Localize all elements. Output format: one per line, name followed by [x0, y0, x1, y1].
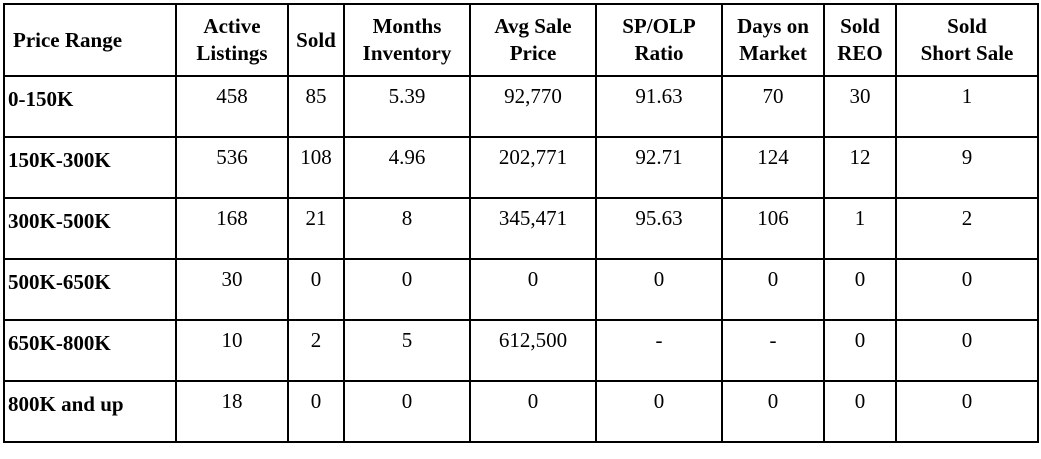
sold-cell: 21: [287, 197, 345, 260]
sp-olp-ratio-cell: 92.71: [595, 136, 723, 199]
sold-short-sale-cell: 0: [895, 380, 1039, 443]
header-months-inventory: Months Inventory: [343, 3, 471, 77]
days-on-market-cell: -: [721, 319, 825, 382]
table-row: 300K-500K 168 21 8 345,471 95.63 106 1 2: [3, 197, 1039, 260]
sold-short-sale-cell: 0: [895, 258, 1039, 321]
avg-sale-price-cell: 202,771: [469, 136, 597, 199]
months-inventory-cell: 5.39: [343, 75, 471, 138]
months-inventory-cell: 8: [343, 197, 471, 260]
header-price-range: Price Range: [3, 3, 177, 77]
active-listings-cell: 10: [175, 319, 289, 382]
sp-olp-ratio-cell: 0: [595, 258, 723, 321]
active-listings-cell: 168: [175, 197, 289, 260]
price-range-cell: 300K-500K: [3, 197, 177, 260]
sold-short-sale-cell: 0: [895, 319, 1039, 382]
sold-reo-cell: 0: [823, 380, 897, 443]
table-row: 150K-300K 536 108 4.96 202,771 92.71 124…: [3, 136, 1039, 199]
avg-sale-price-cell: 0: [469, 258, 597, 321]
market-statistics-table: Price Range Active Listings Sold Months In…: [3, 3, 1039, 443]
header-sold-reo: Sold REO: [823, 3, 897, 77]
sp-olp-ratio-cell: -: [595, 319, 723, 382]
sold-short-sale-cell: 9: [895, 136, 1039, 199]
sold-reo-cell: 30: [823, 75, 897, 138]
months-inventory-cell: 0: [343, 258, 471, 321]
sp-olp-ratio-cell: 91.63: [595, 75, 723, 138]
avg-sale-price-cell: 0: [469, 380, 597, 443]
header-row: Price Range Active Listings Sold Months In…: [3, 3, 1039, 77]
sold-cell: 0: [287, 380, 345, 443]
table-row: 0-150K 458 85 5.39 92,770 91.63 70 30 1: [3, 75, 1039, 138]
sold-short-sale-cell: 2: [895, 197, 1039, 260]
price-range-cell: 800K and up: [3, 380, 177, 443]
sold-reo-cell: 1: [823, 197, 897, 260]
days-on-market-cell: 0: [721, 380, 825, 443]
months-inventory-cell: 4.96: [343, 136, 471, 199]
table-row: 650K-800K 10 2 5 612,500 - - 0 0: [3, 319, 1039, 382]
price-range-cell: 150K-300K: [3, 136, 177, 199]
table-row: 500K-650K 30 0 0 0 0 0 0 0: [3, 258, 1039, 321]
months-inventory-cell: 5: [343, 319, 471, 382]
sold-cell: 0: [287, 258, 345, 321]
table-row: 800K and up 18 0 0 0 0 0 0 0: [3, 380, 1039, 443]
sp-olp-ratio-cell: 0: [595, 380, 723, 443]
sold-cell: 85: [287, 75, 345, 138]
days-on-market-cell: 70: [721, 75, 825, 138]
sold-cell: 108: [287, 136, 345, 199]
header-active-listings: Active Listings: [175, 3, 289, 77]
days-on-market-cell: 0: [721, 258, 825, 321]
price-range-cell: 0-150K: [3, 75, 177, 138]
avg-sale-price-cell: 92,770: [469, 75, 597, 138]
price-range-cell: 500K-650K: [3, 258, 177, 321]
days-on-market-cell: 124: [721, 136, 825, 199]
avg-sale-price-cell: 345,471: [469, 197, 597, 260]
sold-reo-cell: 0: [823, 258, 897, 321]
header-sold: Sold: [287, 3, 345, 77]
sold-reo-cell: 0: [823, 319, 897, 382]
header-days-on-market: Days on Market: [721, 3, 825, 77]
sold-cell: 2: [287, 319, 345, 382]
months-inventory-cell: 0: [343, 380, 471, 443]
header-sold-short-sale: Sold Short Sale: [895, 3, 1039, 77]
sp-olp-ratio-cell: 95.63: [595, 197, 723, 260]
sold-short-sale-cell: 1: [895, 75, 1039, 138]
avg-sale-price-cell: 612,500: [469, 319, 597, 382]
active-listings-cell: 536: [175, 136, 289, 199]
header-avg-sale-price: Avg Sale Price: [469, 3, 597, 77]
active-listings-cell: 458: [175, 75, 289, 138]
header-sp-olp-ratio: SP/OLP Ratio: [595, 3, 723, 77]
sold-reo-cell: 12: [823, 136, 897, 199]
active-listings-cell: 30: [175, 258, 289, 321]
price-range-cell: 650K-800K: [3, 319, 177, 382]
days-on-market-cell: 106: [721, 197, 825, 260]
active-listings-cell: 18: [175, 380, 289, 443]
